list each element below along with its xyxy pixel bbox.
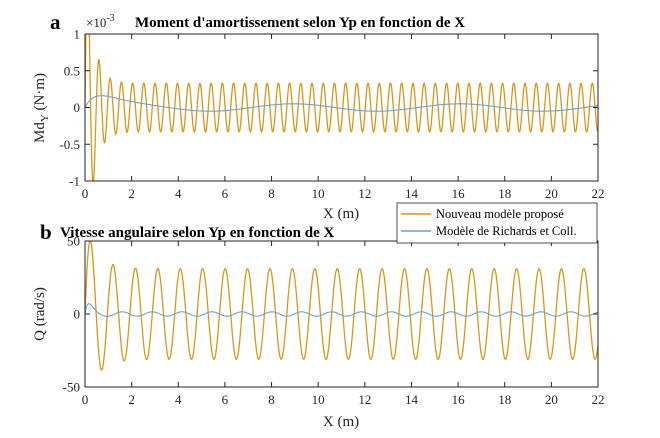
panel-b-axes-frame	[84, 240, 599, 388]
panel-b-letter: b	[40, 220, 52, 244]
panel-a-xtick-label: 16	[452, 186, 466, 201]
panel-a-ytick-label: 0	[74, 100, 81, 115]
panel-b-xtick-label: 20	[545, 392, 558, 407]
panel-b-xtick-label: 18	[498, 392, 511, 407]
panel-a-x-ticks: 0 2 4 6 8 10 12 14 16 18 20 22	[82, 34, 605, 201]
panel-a-xtick-label: 14	[405, 186, 419, 201]
panel-b-x-ticks: 0 2 4 6 8 10 12 14 16 18 20 22	[82, 241, 605, 407]
panel-a-xtick-label: 22	[592, 186, 605, 201]
panel-a-xtick-label: 20	[545, 186, 558, 201]
panel-b-series-richards	[85, 303, 598, 317]
panel-b-xtick-label: 16	[452, 392, 466, 407]
panel-b-ytick-label: 50	[67, 234, 80, 249]
panel-b-ytick-label: 0	[74, 307, 81, 322]
panel-b-xlabel: X (m)	[323, 414, 359, 430]
panel-a-xtick-label: 18	[498, 186, 511, 201]
panel-a-series-nouveau	[85, 34, 598, 181]
panel-a-ytick-label: -1	[69, 174, 80, 189]
panel-a-ytick-label: 0.5	[64, 63, 80, 78]
panel-a-exponent: ×10-3	[86, 13, 115, 30]
panel-a-letter: a	[50, 10, 61, 34]
panel-b-xtick-label: 4	[175, 392, 182, 407]
panel-b-xtick-label: 14	[405, 392, 419, 407]
panel-a-title: Moment d'amortissement selon Yp en fonct…	[135, 15, 465, 31]
panel-a-xtick-label: 4	[175, 186, 182, 201]
panel-b-y-ticks: -50 0 50	[63, 234, 598, 395]
panel-b-xtick-label: 0	[82, 392, 89, 407]
panel-a-ytick-label: -0.5	[59, 137, 80, 152]
panel-b-xtick-label: 12	[358, 392, 371, 407]
legend-box	[396, 202, 598, 244]
panel-a-ylabel-unit: (N·m)	[32, 73, 48, 114]
panel-a-ylabel-main: Md	[32, 122, 48, 143]
panel-b-xtick-label: 10	[312, 392, 325, 407]
panel-a-exponent-base: ×10	[86, 15, 106, 30]
panel-b-xtick-label: 22	[592, 392, 605, 407]
chart-panel-a: a ×10-3 Moment d'amortissement selon Yp …	[32, 10, 605, 222]
panel-a-y-ticks: -1 -0.5 0 0.5 1	[59, 27, 598, 189]
panel-a-xtick-label: 6	[222, 186, 229, 201]
panel-a-xlabel: X (m)	[323, 206, 359, 222]
panel-b-series-nouveau	[85, 241, 598, 371]
panel-a-xtick-label: 2	[128, 186, 135, 201]
panel-a-xtick-label: 12	[358, 186, 371, 201]
panel-a-xtick-label: 10	[312, 186, 325, 201]
panel-a-plot	[85, 34, 598, 181]
panel-a-exponent-power: -3	[106, 13, 114, 24]
panel-a-ylabel: MdY (N·m)	[32, 73, 51, 143]
panel-b-xtick-label: 2	[128, 392, 135, 407]
panel-b-xtick-label: 6	[222, 392, 229, 407]
panel-b-ytick-label: -50	[63, 380, 80, 395]
panel-a-xtick-label: 0	[82, 186, 89, 201]
panel-a-ytick-label: 1	[74, 27, 81, 42]
panel-a-ylabel-sub: Y	[39, 114, 51, 122]
panel-b-plot	[85, 241, 598, 371]
panel-b-ylabel: Q (rad/s)	[32, 287, 48, 341]
panel-a-xtick-label: 8	[268, 186, 275, 201]
legend-label-richards: Modèle de Richards et Coll.	[436, 224, 577, 238]
panel-a-axes-frame	[84, 33, 599, 182]
panel-b-title: Vitesse angulaire selon Yp en fonction d…	[60, 225, 334, 241]
legend: Nouveau modèle proposé Modèle de Richard…	[396, 202, 598, 244]
chart-panel-b: b Vitesse angulaire selon Yp en fonction…	[32, 220, 605, 430]
legend-label-nouveau: Nouveau modèle proposé	[436, 207, 564, 221]
panel-a-series-richards	[85, 95, 598, 112]
panel-b-xtick-label: 8	[268, 392, 275, 407]
